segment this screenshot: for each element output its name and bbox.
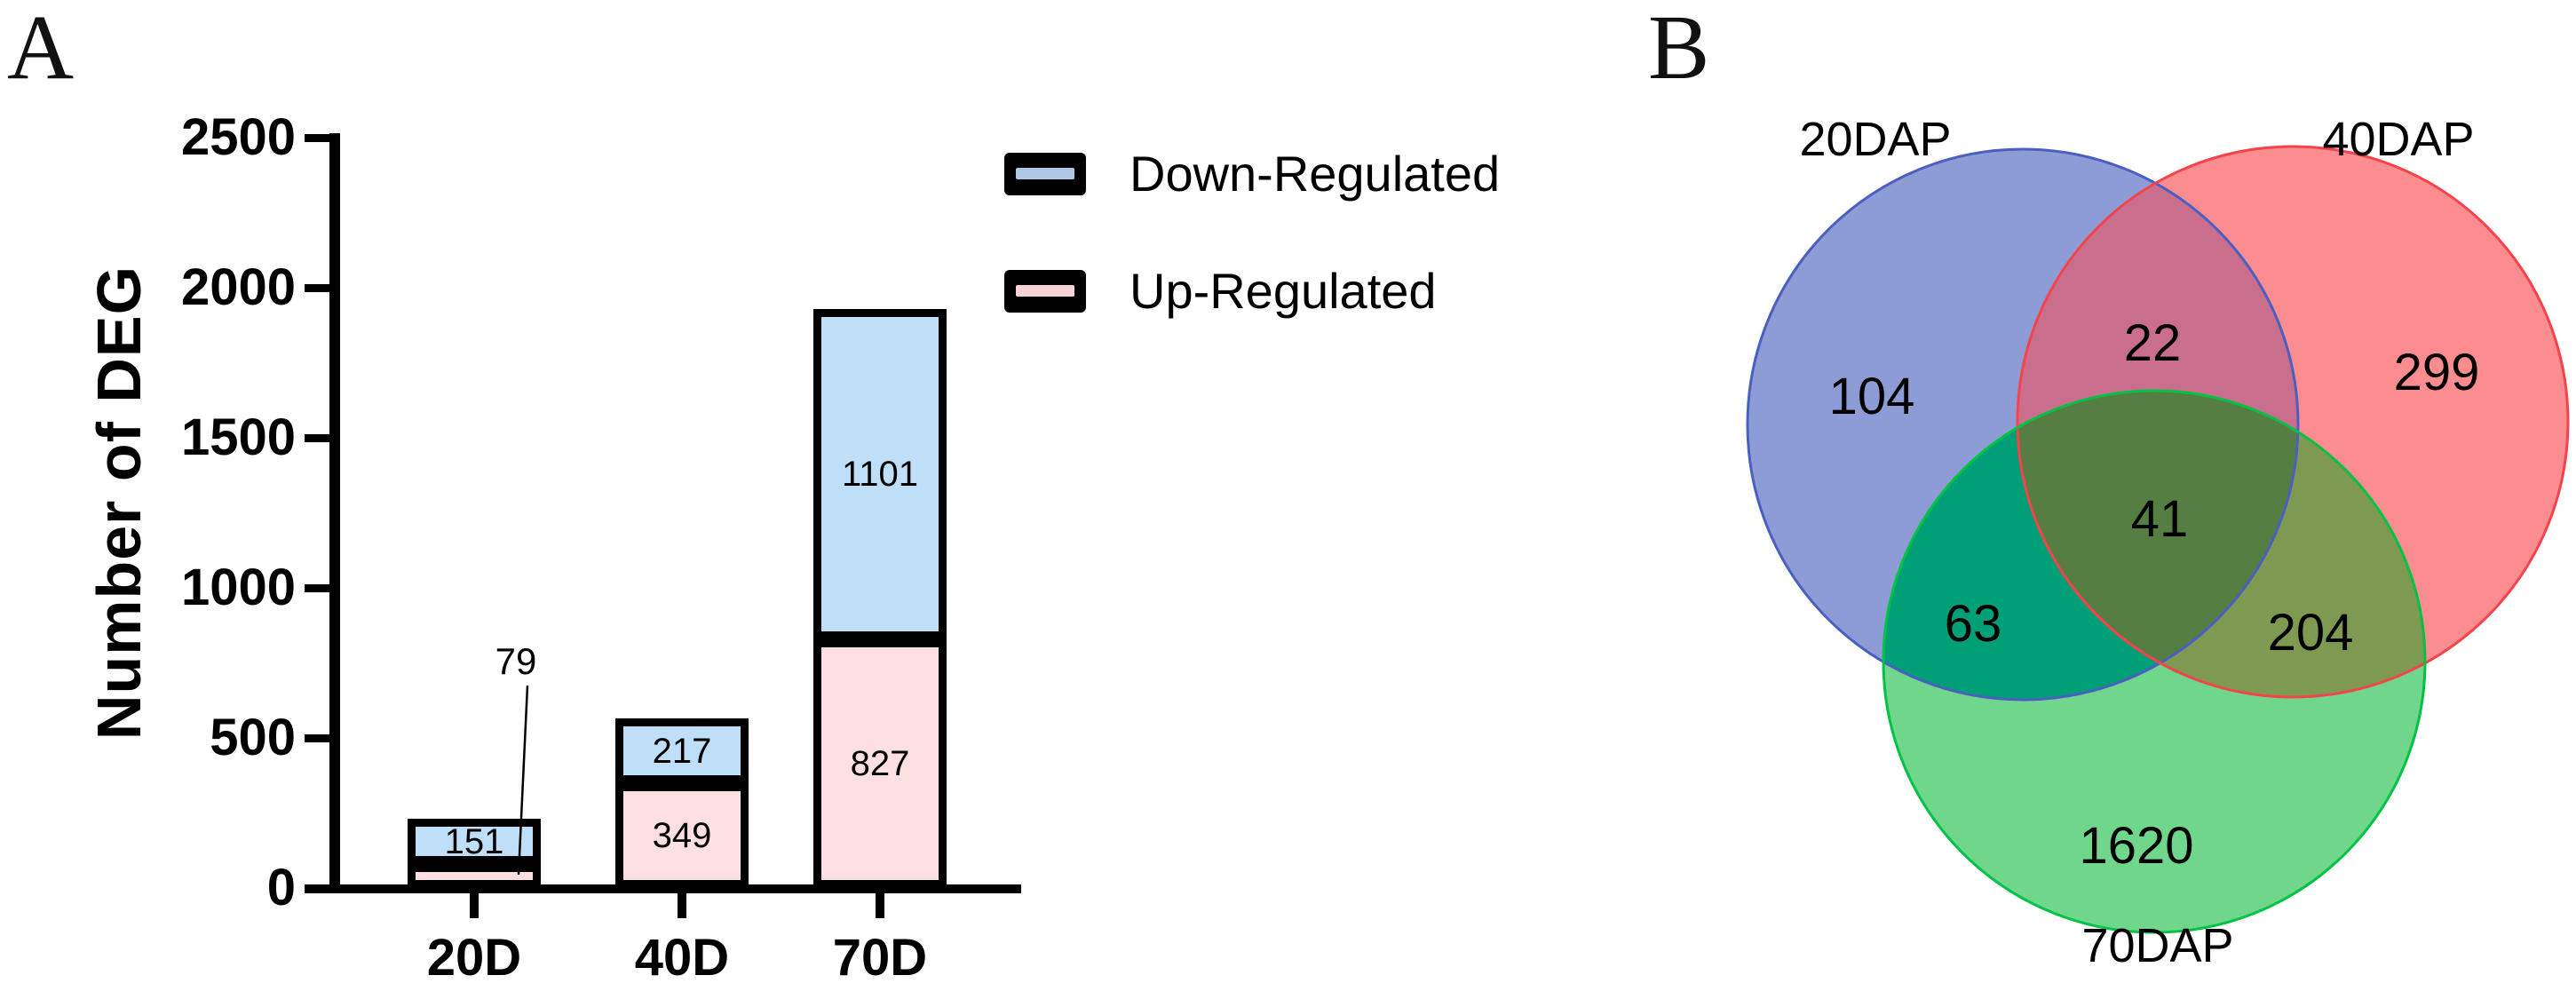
venn-diagram <box>1746 145 2570 934</box>
x-axis-line <box>305 884 1021 893</box>
venn-count-70dap_only: 1620 <box>2079 817 2194 875</box>
venn-outline-20dap <box>1746 147 2300 702</box>
y-tick-label-1500: 1500 <box>180 408 296 466</box>
x-category-label-70D: 70D <box>832 929 928 987</box>
bar-value-up-40D: 349 <box>652 816 712 855</box>
bar-value-down-20D: 151 <box>444 821 504 861</box>
y-tick-mark-1000 <box>305 583 329 592</box>
y-tick-label-500: 500 <box>210 709 296 766</box>
y-tick-mark-0 <box>305 884 329 892</box>
panel-a-label: A <box>7 0 75 99</box>
y-tick-mark-2500 <box>305 133 329 142</box>
bar-segment-up-40D <box>615 783 749 888</box>
y-tick-label-1000: 1000 <box>180 559 296 616</box>
venn-outline-70dap <box>1882 389 2427 934</box>
venn-count-20dap_only: 104 <box>1828 368 1915 425</box>
venn-count-40dap_70dap: 204 <box>2267 604 2354 662</box>
legend-stripe-down-regulated <box>1016 168 1074 179</box>
venn-set-label-70dap: 70DAP <box>2081 919 2234 972</box>
bar-value-down-70D: 1101 <box>841 455 919 494</box>
venn-outline-40dap <box>2016 145 2570 699</box>
bar-value-up-callout-20D: 79 <box>495 640 537 682</box>
callout-leader-line-segment <box>517 685 529 876</box>
venn-count-20dap_40dap_70dap: 41 <box>2130 490 2189 548</box>
legend-swatch-down-regulated <box>1004 153 1086 195</box>
bar-segment-up-70D <box>813 639 947 888</box>
venn-count-20dap_70dap: 63 <box>1944 595 2002 653</box>
legend-item-up-regulated: Up-Regulated <box>1004 266 1437 316</box>
venn-set-label-40dap: 40DAP <box>2322 113 2475 166</box>
bar-value-up-70D: 827 <box>850 744 910 783</box>
y-tick-label-2000: 2000 <box>180 258 296 316</box>
x-tick-mark-70D <box>876 893 884 918</box>
venn-count-20dap_40dap: 22 <box>2123 314 2182 372</box>
callout-leader-line <box>517 685 529 876</box>
y-tick-mark-1500 <box>305 433 329 442</box>
x-tick-mark-40D <box>678 893 686 918</box>
bar-segment-down-40D <box>615 718 749 783</box>
y-tick-mark-500 <box>305 733 329 742</box>
y-tick-mark-2000 <box>305 283 329 292</box>
legend-label-down-regulated: Down-Regulated <box>1129 146 1501 202</box>
y-axis-line <box>329 133 340 893</box>
venn-count-40dap_only: 299 <box>2393 344 2480 401</box>
x-category-label-20D: 20D <box>426 929 522 987</box>
x-tick-mark-20D <box>470 893 479 918</box>
bar-segment-down-70D <box>813 309 947 639</box>
legend-stripe-up-regulated <box>1016 285 1074 297</box>
x-category-label-40D: 40D <box>634 929 730 987</box>
panel-b-label: B <box>1648 0 1710 99</box>
legend-swatch-up-regulated <box>1004 270 1086 313</box>
legend-label-up-regulated: Up-Regulated <box>1129 263 1437 319</box>
legend-item-down-regulated: Down-Regulated <box>1004 149 1500 199</box>
y-tick-label-2500: 2500 <box>180 108 296 166</box>
bar-value-down-40D: 217 <box>652 731 712 771</box>
y-axis-title: Number of DEG <box>84 265 154 741</box>
y-tick-label-0: 0 <box>266 859 296 916</box>
venn-set-label-20dap: 20DAP <box>1799 113 1952 166</box>
